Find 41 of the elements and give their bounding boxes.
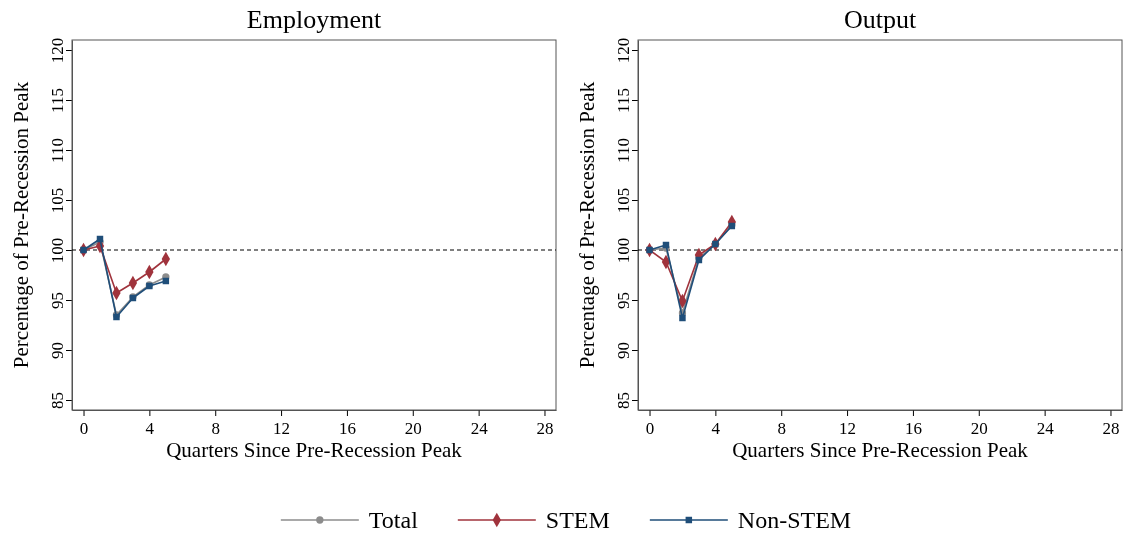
x-tick-label: 4 [145,419,155,439]
x-tick-label: 0 [645,419,655,439]
legend-label: STEM [545,507,610,534]
y-tick-label: 120 [48,37,68,64]
legend-label: Non-STEM [737,507,852,534]
x-axis-title: Quarters Since Pre-Recession Peak [166,438,463,462]
chart-title: Employment [246,5,382,34]
x-tick-label: 28 [1102,419,1120,439]
y-tick-label: 95 [48,292,68,309]
y-tick-label: 100 [48,237,68,264]
x-tick-label: 20 [404,419,422,439]
y-axis-title: Percentage of Pre-Recession Peak [9,81,33,369]
y-tick-label: 115 [48,88,68,113]
y-tick-label: 95 [614,292,634,309]
x-tick-label: 4 [711,419,721,439]
y-tick-label: 85 [48,392,68,409]
y-tick-label: 110 [614,138,634,163]
x-tick-label: 28 [536,419,554,439]
x-tick-label: 0 [79,419,89,439]
y-tick-label: 110 [48,138,68,163]
y-tick-label: 120 [614,37,634,64]
legend-label: Total [368,507,419,534]
y-tick-label: 105 [614,187,634,214]
y-tick-label: 85 [614,392,634,409]
x-tick-label: 16 [338,419,356,439]
x-tick-label: 8 [777,419,786,439]
y-tick-label: 90 [48,342,68,359]
chart-title: Output [843,5,917,34]
x-tick-label: 24 [470,419,489,439]
x-tick-label: 24 [1036,419,1055,439]
y-axis-title: Percentage of Pre-Recession Peak [575,81,599,369]
x-tick-label: 16 [904,419,922,439]
x-tick-label: 8 [211,419,220,439]
y-tick-label: 100 [614,237,634,264]
x-axis-title: Quarters Since Pre-Recession Peak [732,438,1029,462]
y-tick-label: 90 [614,342,634,359]
x-tick-label: 12 [273,419,291,439]
x-tick-label: 12 [839,419,857,439]
y-tick-label: 115 [614,88,634,113]
y-tick-label: 105 [48,187,68,214]
x-tick-label: 20 [970,419,988,439]
